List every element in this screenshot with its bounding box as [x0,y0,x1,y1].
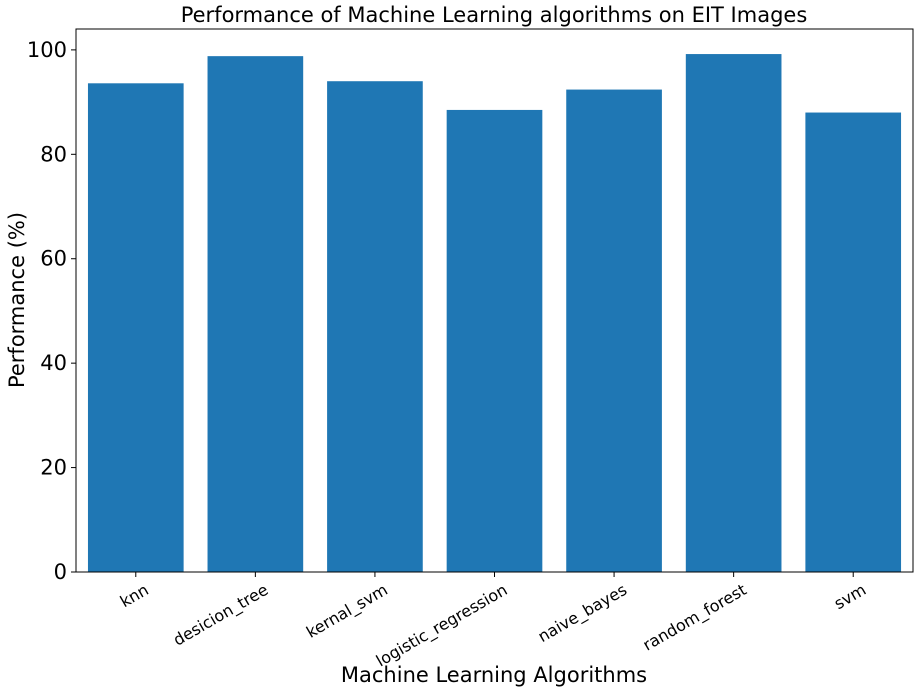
y-axis-ticks: 0 20 40 60 80 100 [27,38,76,584]
bar-desicion-tree [207,56,304,572]
y-tick-label: 100 [27,38,67,62]
y-tick-label: 20 [40,456,67,480]
bar-svm [805,112,902,572]
x-axis-ticks: knn desicion_tree kernal_svmlogistic_regre… [117,572,869,671]
x-tick-label: random_forest [640,580,751,655]
bar-random-forest [685,54,782,573]
y-tick-label: 60 [40,247,67,271]
x-tick-label: naive_bayes [535,580,631,647]
bars-group [87,54,902,573]
y-axis-label: Performance (%) [5,212,29,388]
bar-naive-bayes [566,89,662,572]
x-tick-label: kernal_svm [303,580,391,643]
chart-title: Performance of Machine Learning algorith… [181,3,808,27]
x-tick-label: knn [117,580,152,611]
x-axis-label: Machine Learning Algorithms [341,663,647,687]
bar-knn [87,83,184,573]
bar-logistic-regression [446,109,543,573]
bar-kernal-svm [327,81,423,573]
y-tick-label: 0 [54,560,67,584]
y-tick-label: 80 [40,142,67,166]
x-tick-label: desicion_tree [170,580,272,650]
x-tick-label: logistic_regression [373,580,511,671]
x-tick-label: svm [831,580,869,613]
y-tick-label: 40 [40,351,67,375]
